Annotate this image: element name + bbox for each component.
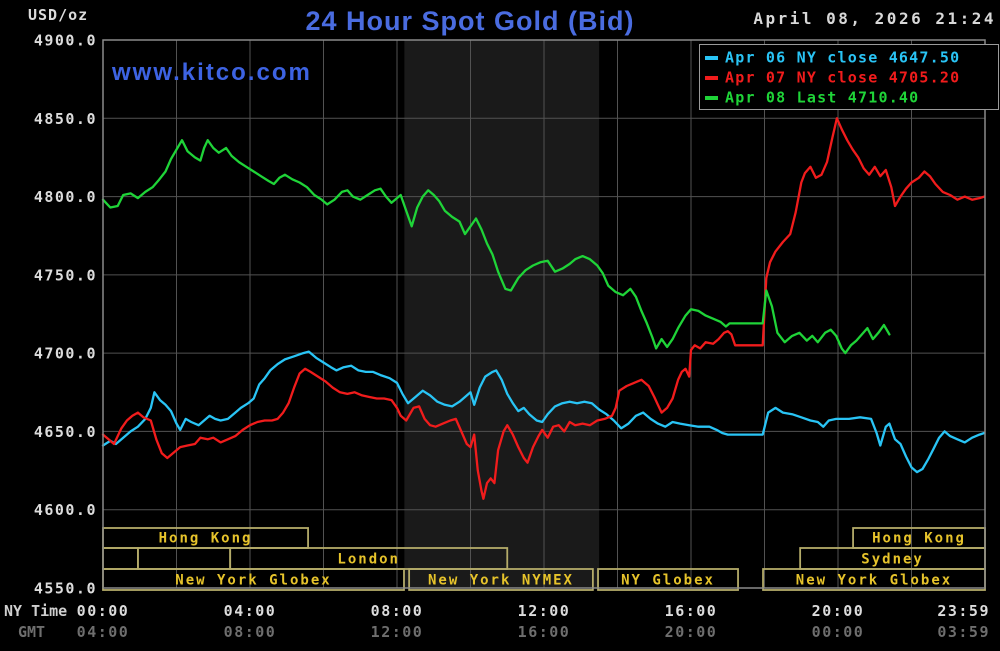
session-box xyxy=(137,547,232,570)
session-label: NY Globex xyxy=(621,573,715,589)
nymex-session-band xyxy=(404,40,600,588)
legend-label: Apr 08 Last 4710.40 xyxy=(725,88,920,107)
session-label: Sydney xyxy=(861,552,924,568)
session-box xyxy=(102,547,139,570)
y-axis-label: 4900.0 xyxy=(34,32,97,50)
ny-time-axis-label: NY Time xyxy=(4,602,68,620)
x-axis-label-ny: 20:00 xyxy=(812,602,865,620)
session-label: New York Globex xyxy=(175,573,331,589)
x-axis-label-gmt: 16:00 xyxy=(518,623,571,641)
gmt-axis-label: GMT xyxy=(18,623,46,641)
x-axis-label-gmt: 04:00 xyxy=(77,623,130,641)
legend-label: Apr 07 NY close 4705.20 xyxy=(725,68,961,87)
y-axis-label: 4750.0 xyxy=(34,266,97,284)
session-label: New York Globex xyxy=(796,573,952,589)
page-title: 24 Hour Spot Gold (Bid) xyxy=(305,6,635,36)
plot-border xyxy=(102,39,986,589)
legend-item: Apr 07 NY close 4705.20 xyxy=(705,67,995,87)
legend-marker-dash xyxy=(705,75,718,80)
x-axis-label-gmt: 03:59 xyxy=(937,623,990,641)
series-line-apr-06 xyxy=(101,350,986,474)
y-axis-label: 4550.0 xyxy=(34,580,97,598)
y-axis-label: 4650.0 xyxy=(34,423,97,441)
legend-item: Apr 08 Last 4710.40 xyxy=(705,87,995,107)
session-box xyxy=(597,568,739,591)
x-axis-label-ny: 08:00 xyxy=(371,602,424,620)
chart-timestamp: April 08, 2026 21:24 xyxy=(753,9,996,28)
x-axis-label-ny: 04:00 xyxy=(224,602,277,620)
legend-marker-dash xyxy=(705,55,718,60)
legend-item: Apr 06 NY close 4647.50 xyxy=(705,47,995,67)
series-line-apr-08 xyxy=(101,139,891,355)
session-label: Hong Kong xyxy=(159,531,253,547)
legend-marker-dash xyxy=(705,95,718,100)
y-axis-label: 4850.0 xyxy=(34,110,97,128)
x-axis-label-ny: 00:00 xyxy=(77,602,130,620)
x-axis-label-gmt: 08:00 xyxy=(224,623,277,641)
y-axis-unit-label: USD/oz xyxy=(28,6,89,24)
y-axis-label: 4600.0 xyxy=(34,501,97,519)
x-axis-label-ny: 23:59 xyxy=(937,602,990,620)
x-axis-label-ny: 16:00 xyxy=(665,602,718,620)
session-label: Hong Kong xyxy=(872,531,966,547)
legend: Apr 06 NY close 4647.50 Apr 07 NY close 4… xyxy=(699,44,999,110)
legend-label: Apr 06 NY close 4647.50 xyxy=(725,48,961,67)
x-axis-label-ny: 12:00 xyxy=(518,602,571,620)
session-label: New York NYMEX xyxy=(428,573,574,589)
x-axis-label-gmt: 12:00 xyxy=(371,623,424,641)
session-label: London xyxy=(337,552,400,568)
y-axis-label: 4700.0 xyxy=(34,345,97,363)
x-axis-label-gmt: 20:00 xyxy=(665,623,718,641)
x-axis-label-gmt: 00:00 xyxy=(812,623,865,641)
series-line-apr-07 xyxy=(101,117,986,500)
y-axis-label: 4800.0 xyxy=(34,188,97,206)
kitco-watermark: www.kitco.com xyxy=(112,59,312,86)
session-box xyxy=(408,568,594,591)
